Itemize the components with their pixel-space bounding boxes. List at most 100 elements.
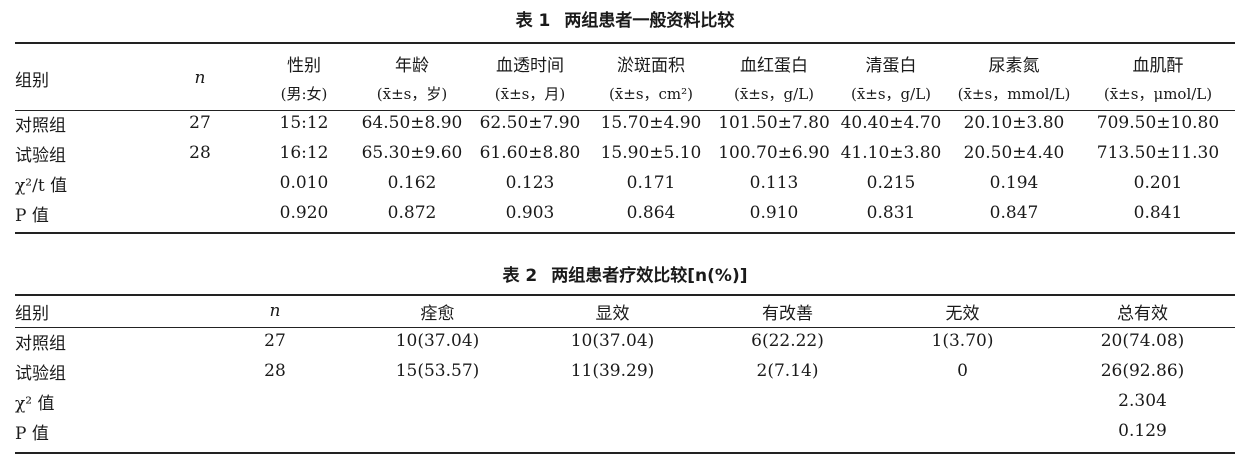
table2-cell: 27 bbox=[264, 331, 286, 351]
table2-cell bbox=[525, 416, 700, 446]
table1-bottom-rule bbox=[15, 232, 1235, 234]
table1-cell: 20.10±3.80 bbox=[963, 113, 1065, 133]
table1-cell: 713.50±11.30 bbox=[1096, 143, 1220, 163]
table1-cell: 0.872 bbox=[387, 203, 437, 223]
table1-top-rule bbox=[15, 42, 1235, 44]
table1-header-sex: 性别 bbox=[287, 55, 321, 76]
table1-cell: 41.10±3.80 bbox=[840, 143, 942, 163]
table2-header-ineffective: 无效 bbox=[945, 303, 980, 324]
table2-cell bbox=[200, 386, 350, 416]
table2-header-row: 组别 n 痊愈 显效 有改善 无效 总有效 bbox=[15, 296, 1235, 326]
table1-subheader-creatinine: (x̄±s，μmol/L) bbox=[1103, 84, 1213, 103]
table2-cell bbox=[200, 416, 350, 446]
table1-header-row-top: 组别 n 性别 年龄 血透时间 淤斑面积 血红蛋白 清蛋白 尿素氮 血肌酐 bbox=[15, 48, 1235, 91]
table1-cell: 65.30±9.60 bbox=[361, 143, 463, 163]
table1-cell: 20.50±4.40 bbox=[963, 143, 1065, 163]
table1-row-p-value: P 值 0.920 0.872 0.903 0.864 0.910 0.831 … bbox=[15, 198, 1235, 228]
table1-header-row-sub: (男:女) (x̄±s，岁) (x̄±s，月) (x̄±s，cm²) (x̄±s… bbox=[15, 78, 1235, 108]
table2-cell bbox=[350, 416, 525, 446]
table1-cell: 100.70±6.90 bbox=[718, 143, 830, 163]
table1-cell: 61.60±8.80 bbox=[479, 143, 581, 163]
table1-subheader-dialysis-time: (x̄±s，月) bbox=[494, 84, 566, 103]
table1-cell: 0.171 bbox=[626, 173, 676, 193]
table2-cell: 0.129 bbox=[1118, 421, 1167, 441]
table1-header-group: 组别 bbox=[15, 70, 49, 91]
table1-header-age: 年龄 bbox=[395, 55, 429, 76]
table2-row-experimental: 试验组 28 15(53.57) 11(39.29) 2(7.14) 0 26(… bbox=[15, 356, 1235, 386]
table2-row-p-value: P 值 0.129 bbox=[15, 416, 1235, 446]
table1-cell: 0.920 bbox=[279, 203, 329, 223]
table2-cell: 28 bbox=[264, 361, 286, 381]
table1-cell: 709.50±10.80 bbox=[1096, 113, 1220, 133]
table2-row-chi-square: χ² 值 2.304 bbox=[15, 386, 1235, 416]
table2-header-group: 组别 bbox=[15, 303, 49, 324]
table1-cell: 15:12 bbox=[279, 113, 329, 133]
table2-caption-number: 表 2 bbox=[502, 266, 538, 286]
table2-cell: 15(53.57) bbox=[395, 361, 480, 381]
table1-cell: 0.201 bbox=[1133, 173, 1183, 193]
table2-header-improved: 有改善 bbox=[762, 303, 813, 324]
table1-row-experimental: 试验组 28 16:12 65.30±9.60 61.60±8.80 15.90… bbox=[15, 138, 1235, 168]
table2-header-marked: 显效 bbox=[595, 303, 630, 324]
table2-cell: 试验组 bbox=[15, 363, 66, 384]
table1-header-urea-nitrogen: 尿素氮 bbox=[988, 55, 1040, 76]
table1-subheader-sex: (男:女) bbox=[280, 84, 328, 103]
table1-cell: 40.40±4.70 bbox=[840, 113, 942, 133]
table1-header-creatinine: 血肌酐 bbox=[1132, 55, 1184, 76]
table1-cell: 62.50±7.90 bbox=[479, 113, 581, 133]
table2-cell bbox=[700, 386, 875, 416]
table1-cell: 0.903 bbox=[505, 203, 555, 223]
table1-caption-title: 两组患者一般资料比较 bbox=[564, 11, 735, 31]
table2-cell: 2(7.14) bbox=[756, 361, 819, 381]
table2-cell: P 值 bbox=[15, 423, 49, 444]
table1-subheader-age: (x̄±s，岁) bbox=[376, 84, 448, 103]
table2-header-rule bbox=[15, 327, 1235, 328]
table2-cell: χ² 值 bbox=[15, 393, 55, 414]
table1-row-statistic: χ²/t 值 0.010 0.162 0.123 0.171 0.113 0.2… bbox=[15, 168, 1235, 198]
table2-header-total-effective: 总有效 bbox=[1117, 303, 1168, 324]
table2-cell: 0 bbox=[957, 361, 968, 381]
table1-cell: 0.123 bbox=[505, 173, 555, 193]
table1-header-rule bbox=[15, 110, 1235, 111]
table2-cell: 10(37.04) bbox=[570, 331, 655, 351]
table2-caption: 表 2 两组患者疗效比较[n(%)] bbox=[0, 265, 1250, 287]
table2-cell: 2.304 bbox=[1118, 391, 1167, 411]
table2-cell bbox=[875, 386, 1050, 416]
table1-cell bbox=[145, 198, 255, 228]
table2-cell: 1(3.70) bbox=[931, 331, 994, 351]
table1-caption: 表 1 两组患者一般资料比较 bbox=[0, 10, 1250, 32]
table1-header-ecchymosis-area: 淤斑面积 bbox=[617, 55, 685, 76]
table2-cell bbox=[875, 416, 1050, 446]
table1-caption-number: 表 1 bbox=[515, 11, 551, 31]
table2-caption-title: 两组患者疗效比较[n(%)] bbox=[551, 266, 748, 286]
table1-cell: 27 bbox=[189, 113, 211, 133]
table1-header-n: n bbox=[194, 68, 206, 88]
table2-cell: 20(74.08) bbox=[1100, 331, 1185, 351]
table1-cell: 0.215 bbox=[866, 173, 916, 193]
table1-header-dialysis-time: 血透时间 bbox=[496, 55, 564, 76]
table2-header-n: n bbox=[269, 301, 281, 321]
table1-cell: 对照组 bbox=[15, 115, 66, 136]
table2-cell: 对照组 bbox=[15, 333, 66, 354]
table2-bottom-rule bbox=[15, 452, 1235, 454]
table1-cell: 0.113 bbox=[749, 173, 799, 193]
table1-cell: 101.50±7.80 bbox=[718, 113, 830, 133]
table2-row-control: 对照组 27 10(37.04) 10(37.04) 6(22.22) 1(3.… bbox=[15, 326, 1235, 356]
table1-cell: 0.010 bbox=[279, 173, 329, 193]
table2-cell: 11(39.29) bbox=[570, 361, 655, 381]
table1-cell: 试验组 bbox=[15, 145, 66, 166]
table1-cell bbox=[145, 168, 255, 198]
table1-cell: 15.90±5.10 bbox=[600, 143, 702, 163]
table1-cell: P 值 bbox=[15, 205, 49, 226]
table2-cell bbox=[525, 386, 700, 416]
table1-cell: 16:12 bbox=[279, 143, 329, 163]
table1-cell: 0.162 bbox=[387, 173, 437, 193]
table2-cell: 6(22.22) bbox=[751, 331, 824, 351]
table1-cell: 15.70±4.90 bbox=[600, 113, 702, 133]
table1-subheader-hemoglobin: (x̄±s，g/L) bbox=[733, 84, 815, 103]
table2-cell: 26(92.86) bbox=[1100, 361, 1185, 381]
table1-cell: 0.847 bbox=[989, 203, 1039, 223]
table2: 组别 n 痊愈 显效 有改善 无效 总有效 对照组 27 10(37.04) 1… bbox=[15, 296, 1235, 446]
table1: 组别 n 性别 年龄 血透时间 淤斑面积 血红蛋白 清蛋白 尿素氮 血肌酐 (男… bbox=[15, 48, 1235, 228]
table1-cell: 0.864 bbox=[626, 203, 676, 223]
